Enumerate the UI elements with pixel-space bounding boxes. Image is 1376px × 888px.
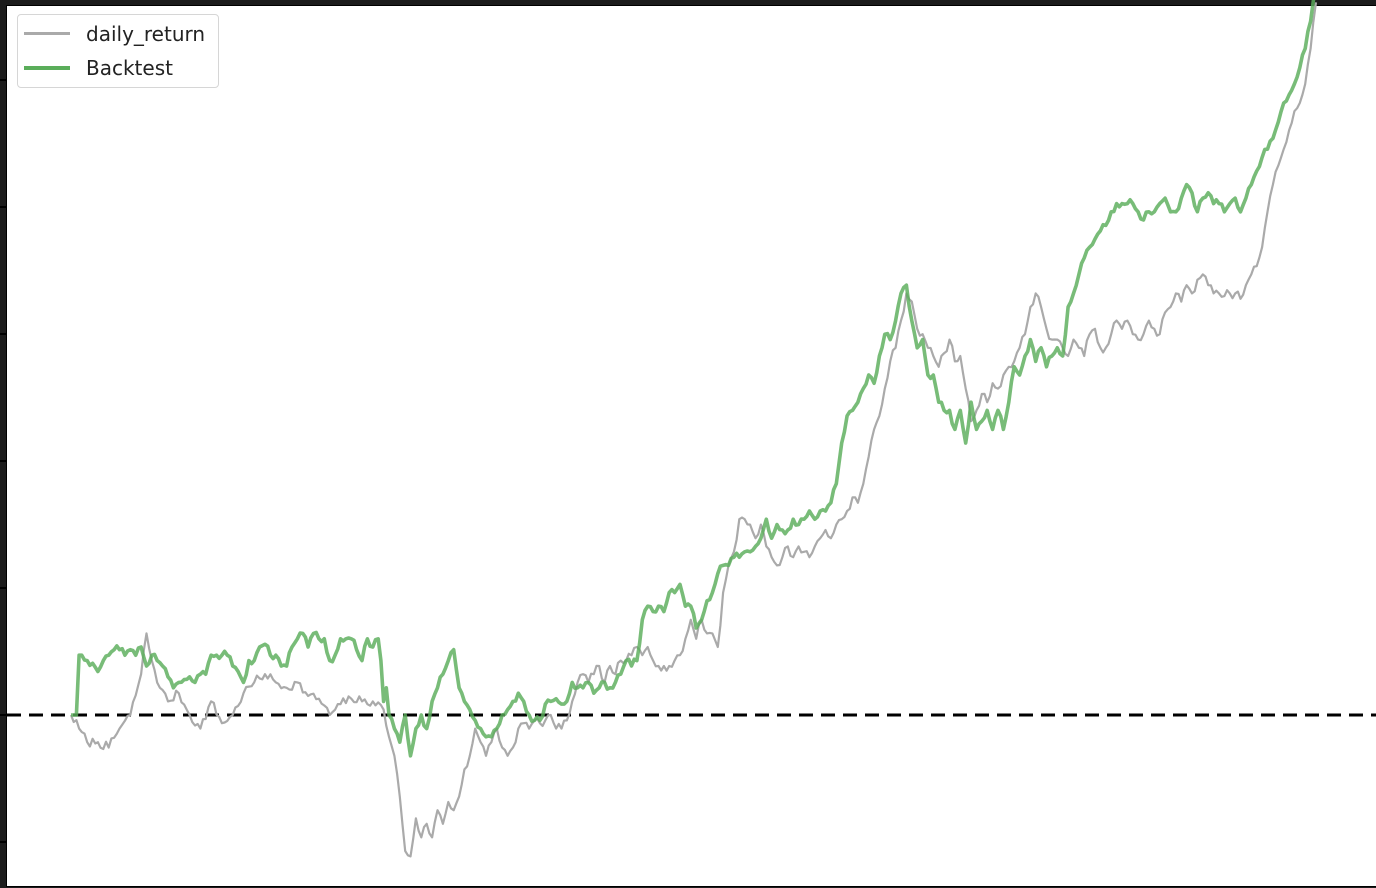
legend: daily_return Backtest xyxy=(17,14,219,88)
plot-area xyxy=(6,5,1376,887)
legend-swatch-backtest xyxy=(24,66,70,70)
series-layer xyxy=(69,0,1318,858)
legend-swatch-daily-return xyxy=(24,32,70,35)
legend-item-backtest: Backtest xyxy=(18,53,218,83)
y-axis-ticks xyxy=(0,79,6,843)
legend-item-daily-return: daily_return xyxy=(18,19,218,49)
series-line-daily-return xyxy=(69,2,1318,858)
legend-label-daily-return: daily_return xyxy=(86,22,206,46)
series-line-backtest xyxy=(71,0,1316,758)
legend-label-backtest: Backtest xyxy=(86,56,173,80)
